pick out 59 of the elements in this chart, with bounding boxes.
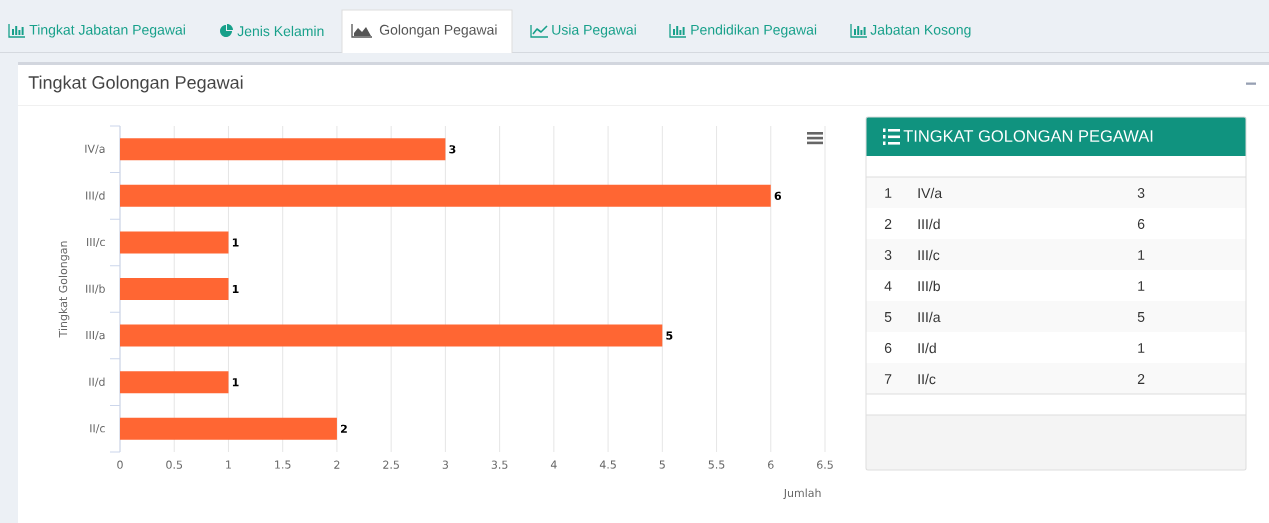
category-label: III/b [918,280,940,292]
text: Pendidikan Pegawai [691,24,817,38]
category-label: II/c [918,373,936,385]
data-label: 3 [449,145,456,154]
text: 2 [884,219,892,229]
category-label: II/d [918,342,936,354]
x-tick-label: 3.5 [491,460,508,469]
category-label: III/d [918,218,940,230]
text: 1 [885,188,892,198]
y-tick-label: II/d [89,377,105,387]
x-tick-label: 1 [226,460,231,469]
text: Jenis Kelamin [237,25,324,37]
y-tick-label: III/a [86,331,105,341]
y-tick-label: III/b [86,284,105,294]
text: 7 [884,374,892,384]
x-tick-label: 4 [550,460,557,469]
chart-title: Tingkat Golongan Pegawai [28,75,243,93]
data-label: 1 [232,378,239,387]
data-label: 6 [774,191,782,201]
x-tick-label: 0.5 [166,460,183,469]
text: 1 [1138,250,1145,260]
x-tick-label: 3 [442,460,449,469]
text: 6 [1137,219,1145,229]
y-axis-title: Tingkat Golongan [58,241,70,338]
text: 1 [1138,343,1145,353]
y-tick-label: IV/a [85,144,105,154]
data-label: 5 [666,331,673,340]
x-tick-label: 1.5 [275,460,291,469]
text: Jabatan Kosong [870,24,971,38]
text: TINGKAT GOLONGAN PEGAWAI [903,130,1153,142]
y-tick-label: II/c [90,424,105,434]
text: 4 [884,281,892,291]
y-tick-label: III/d [86,191,105,201]
x-tick-label: 5.5 [708,460,725,469]
category-label: III/c [918,249,940,261]
x-tick-label: 4.5 [599,460,616,469]
x-tick-label: 2.5 [383,460,399,469]
x-axis-title: Jumlah [783,488,821,500]
text: 3 [884,250,892,260]
text: 3 [1137,188,1145,198]
x-tick-label: 6 [768,460,774,469]
data-label: 1 [232,285,239,294]
text: 5 [1137,312,1145,322]
data-label: 1 [232,238,239,247]
data-label: 2 [340,424,347,433]
x-tick-label: 0 [117,460,123,469]
text: 2 [1137,374,1145,384]
y-tick-label: III/c [87,237,105,247]
x-tick-label: 2 [334,460,340,469]
text: Usia Pegawai [552,24,636,38]
text: 5 [884,312,892,322]
category-label: IV/a [918,187,943,199]
category-label: III/a [918,311,941,323]
x-tick-label: 6.5 [817,460,833,469]
text: Golongan Pegawai [379,24,497,38]
x-tick-label: 5 [659,460,665,469]
text: 1 [1138,281,1145,291]
text: 6 [884,343,892,353]
text: Tingkat Jabatan Pegawai [29,24,185,38]
